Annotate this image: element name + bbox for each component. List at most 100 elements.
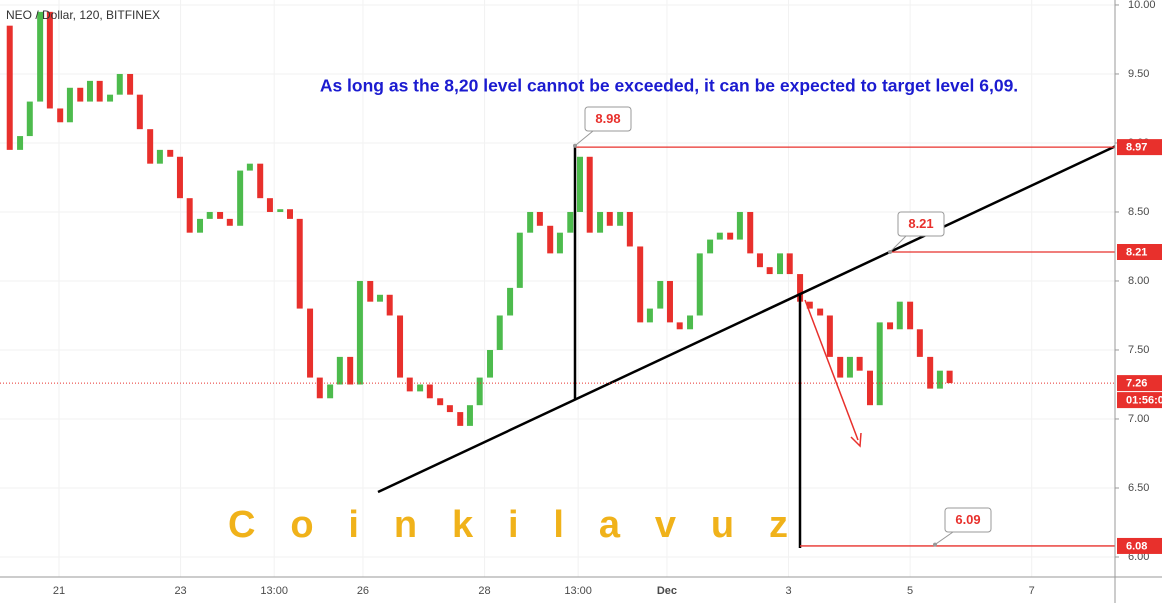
candle-body [617,211,624,226]
candle-body [266,198,273,212]
candle-body [786,253,793,275]
candle-body [707,239,714,254]
candle-body [657,280,664,309]
x-tick-label: 21 [53,585,65,597]
candle-body [826,315,833,357]
candle-body [876,322,883,406]
candle-body [296,218,303,309]
candle-body [606,211,613,226]
candle-body [437,398,444,406]
candle-body [666,280,673,323]
candle-body [347,356,354,385]
price-level-label: 6.08 [1126,540,1147,552]
candle-body [637,246,644,323]
candle-body [147,129,154,164]
price-level-box [1117,243,1162,260]
candle-body [96,80,103,102]
candle-body [866,370,873,406]
candle-body [127,73,134,95]
y-tick-label: 7.50 [1128,344,1149,356]
candle-body [556,232,563,254]
drawings [377,143,1119,548]
candle-body [226,218,233,226]
candle-body [367,280,374,302]
candle-body [286,209,293,219]
y-tick-label: 6.50 [1128,482,1149,494]
callout-anchor [933,542,937,547]
candle-body [927,356,934,389]
candle-body [687,315,694,330]
callout-pointer [574,130,594,147]
candle-body [887,322,894,330]
candle-body [316,377,323,399]
candle-body [946,370,953,384]
countdown-label: 01:56:0 [1126,395,1162,407]
candle-body [246,163,253,171]
candle-body [386,294,393,316]
price-level-box [1117,537,1162,554]
candle-body [736,211,743,240]
candle-body [107,94,114,102]
last-price-label: 7.26 [1126,378,1147,390]
x-tick-label: 3 [785,585,791,597]
chart-title: NEO / Dollar, 120, BITFINEX [6,8,160,22]
candle-body [206,211,213,219]
callout-box [944,507,992,533]
candle-body [777,253,784,275]
candle-body [376,294,383,302]
candle-body [156,149,163,164]
candle-body [197,218,204,233]
callout-anchor [573,143,577,148]
candle-body [176,156,183,199]
candle-body [586,156,593,233]
candle-body [237,170,244,226]
candle-body [406,377,413,392]
candle-body [417,384,424,392]
x-tick-label: 26 [357,585,369,597]
candle-body [576,156,583,212]
candle-body [457,412,464,426]
overlay: 8.98 8.21 6.09 [0,106,1115,547]
candle-body [626,211,633,247]
candle-body [487,349,494,378]
candle-body [397,315,404,378]
candle-body [356,280,363,385]
candle-body [727,232,734,240]
last-price-box [1117,375,1162,392]
callout-anchor [888,249,892,254]
candle-body [86,80,93,102]
callout-pointer [889,235,907,253]
candle-body [496,315,503,350]
y-axis-area [1115,0,1162,603]
candle-body [446,405,453,413]
candle-body [597,211,604,233]
candle-body [676,322,683,330]
x-tick-label: 13:00 [564,585,592,597]
y-tick-label: 7.00 [1128,413,1149,425]
candle-body [336,356,343,385]
candle-body [936,370,943,389]
candle-body [696,253,703,316]
candle-body [466,405,473,426]
trend-line [377,143,1119,494]
candle-body [846,356,853,378]
candle-body [536,211,543,226]
candle-body [57,108,64,123]
callout-box [584,106,632,132]
price-level-label: 8.21 [1126,246,1147,258]
x-tick-label: 5 [907,585,913,597]
annotation: As long as the 8,20 level cannot be exce… [320,76,1018,96]
candle-body [516,232,523,288]
candle-body [527,211,534,233]
candle-body [116,73,123,95]
candle-body [716,232,723,240]
candle-body [136,94,143,130]
candle-body [916,329,923,357]
candle-body [507,287,514,316]
y-tick-label: 9.50 [1128,68,1149,80]
candles [6,11,953,426]
x-axis-area [0,577,1162,603]
candle-body [476,377,483,406]
candle-body [756,253,763,268]
candle-body [257,163,264,199]
